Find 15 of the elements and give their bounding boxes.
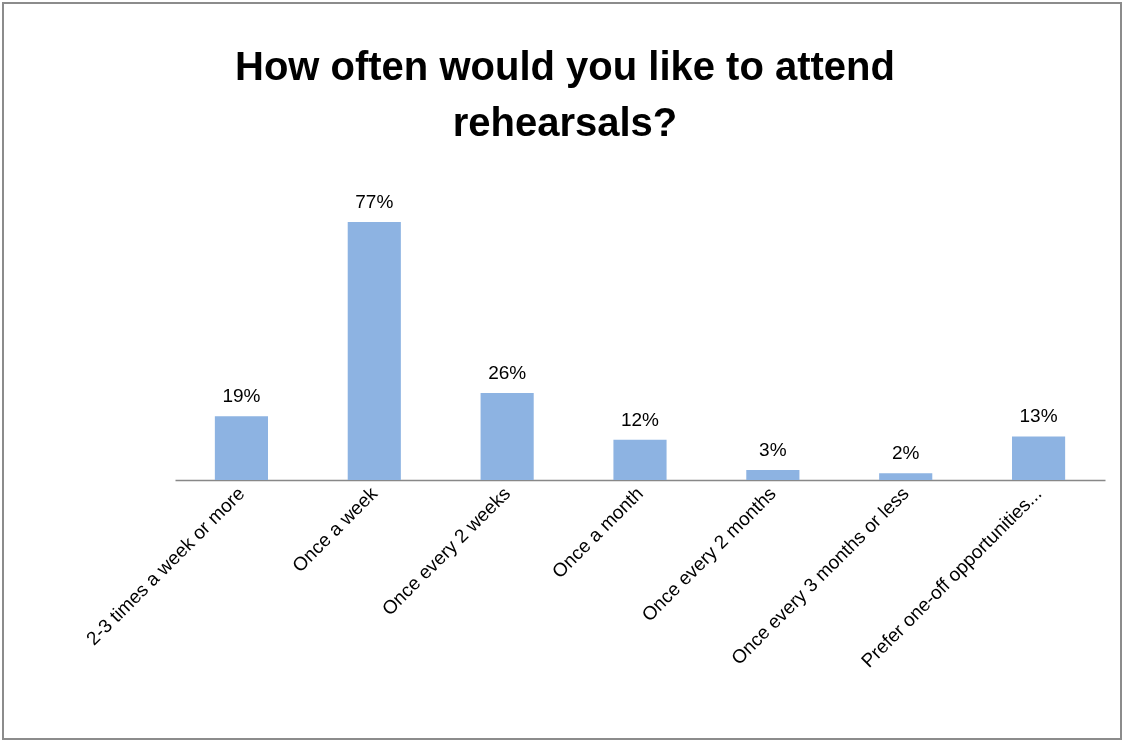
bar: [480, 392, 534, 480]
data-label: 77%: [355, 191, 394, 212]
data-label: 3%: [759, 438, 787, 460]
data-label: 2%: [891, 442, 920, 464]
chart-title: How often would you like to attend rehearsals?: [234, 43, 896, 146]
bar: [1012, 436, 1066, 480]
data-label: 26%: [488, 361, 527, 383]
bar: [879, 473, 933, 480]
bar: [214, 416, 268, 480]
data-label: 19%: [222, 385, 261, 407]
data-label: 12%: [620, 408, 660, 430]
bar: [613, 439, 667, 480]
data-label: 13%: [1019, 405, 1058, 427]
bar: [347, 222, 401, 480]
bar: [746, 469, 800, 480]
